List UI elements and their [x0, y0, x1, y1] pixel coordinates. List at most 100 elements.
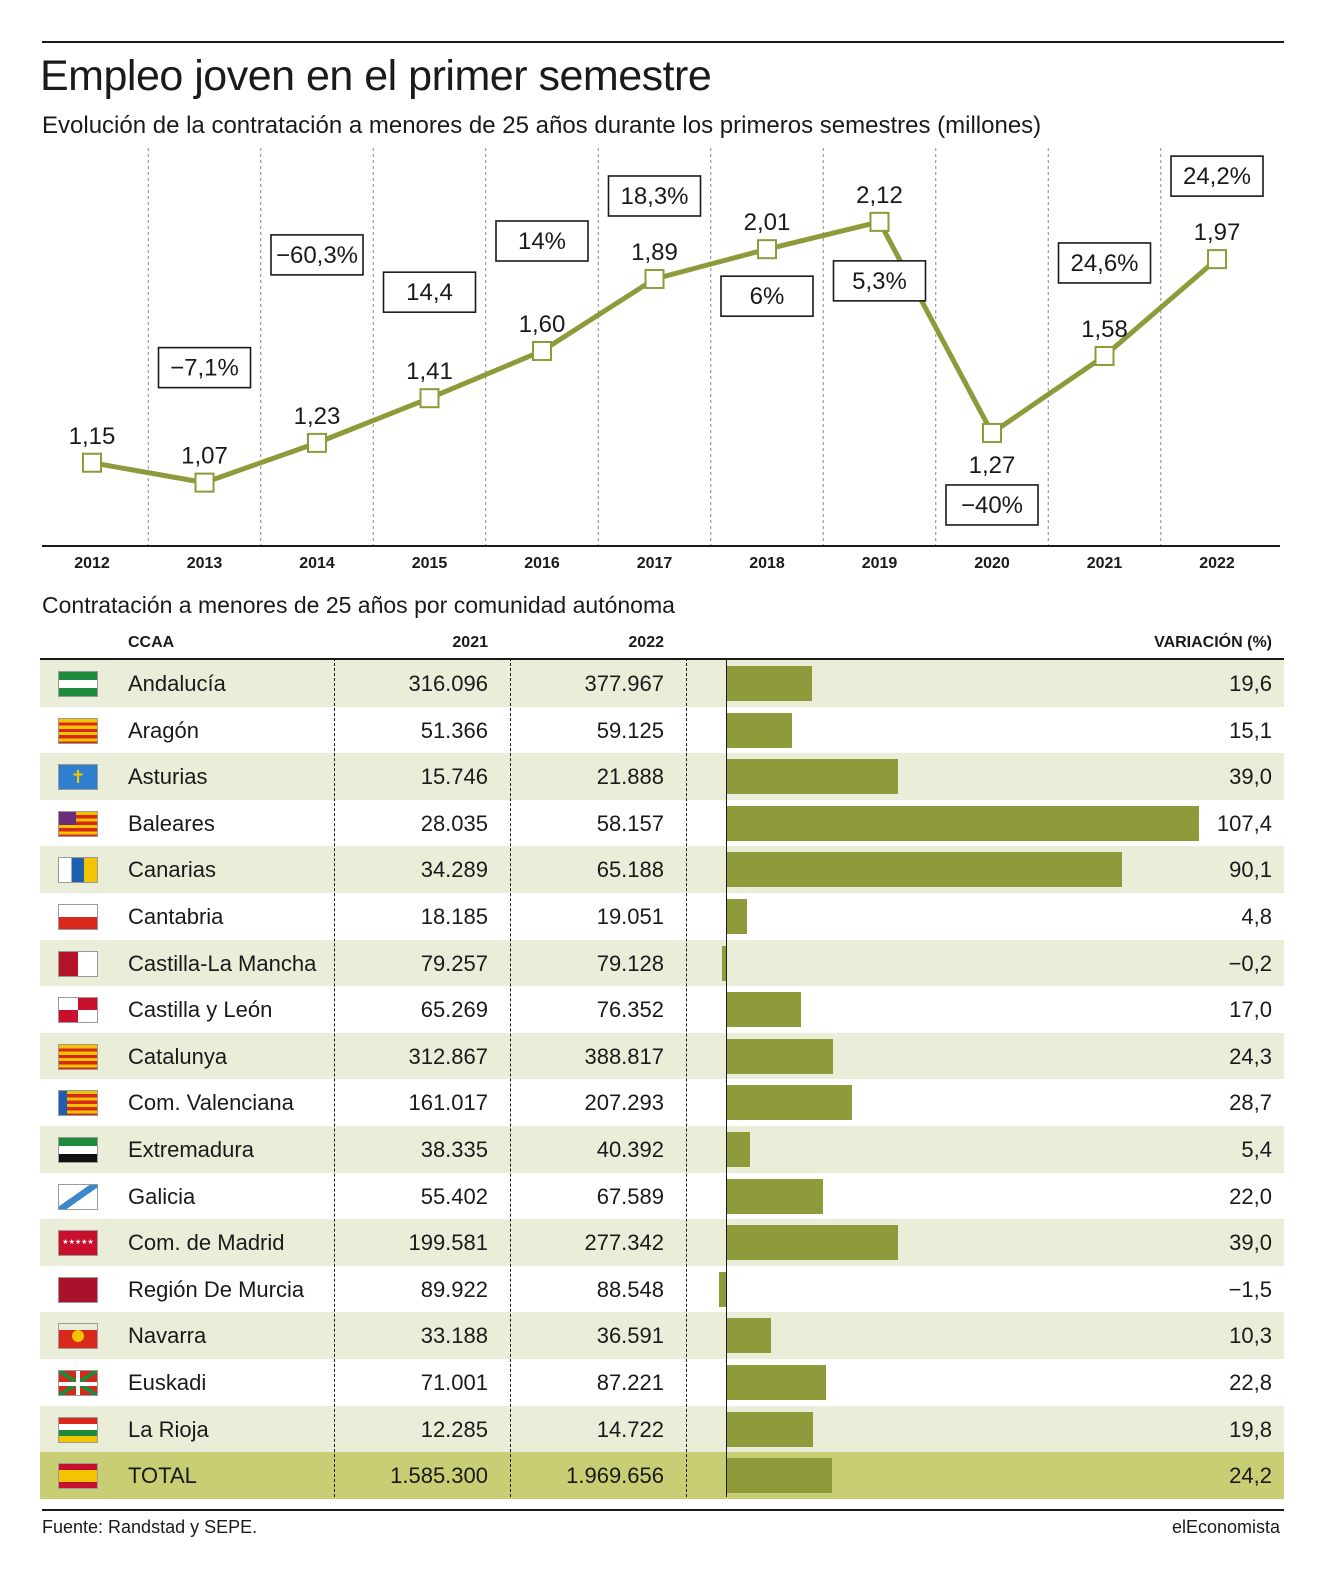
- variation-value: 15,1: [1229, 717, 1272, 743]
- castilla-la-mancha-flag: [58, 950, 98, 977]
- data-label: 1,07: [181, 443, 228, 470]
- value-2021: 51.366: [420, 717, 488, 743]
- change-label: 14,4: [406, 279, 453, 306]
- region-name: Com. de Madrid: [128, 1230, 285, 1256]
- change-label: 14%: [518, 228, 566, 255]
- value-2022: 36.591: [596, 1323, 664, 1349]
- data-label: 1,41: [406, 358, 453, 385]
- region-name: Baleares: [128, 810, 215, 836]
- table-header: CCAA 2021 2022 VARIACIÓN (%): [40, 630, 1284, 660]
- data-point: [532, 341, 552, 361]
- bar-zero-axis: [726, 658, 727, 1497]
- variation-value: 4,8: [1241, 903, 1272, 929]
- value-2022: 59.125: [596, 717, 664, 743]
- value-2022: 88.548: [596, 1276, 664, 1302]
- value-2022: 207.293: [584, 1090, 664, 1116]
- value-2022: 388.817: [584, 1043, 664, 1069]
- column-divider: [686, 658, 687, 1497]
- table-row: Cantabria 18.185 19.051 4,8: [40, 893, 1284, 940]
- catalunya-flag: [58, 1043, 98, 1070]
- variation-value: 24,2: [1229, 1463, 1272, 1489]
- table-row: Aragón 51.366 59.125 15,1: [40, 707, 1284, 754]
- table-row: Galicia 55.402 67.589 22,0: [40, 1173, 1284, 1220]
- table-row: Catalunya 312.867 388.817 24,3: [40, 1032, 1284, 1080]
- variation-value: 19,8: [1229, 1416, 1272, 1442]
- data-label: 1,15: [69, 423, 116, 450]
- data-point: [869, 211, 890, 232]
- x-tick-label: 2022: [1199, 555, 1235, 572]
- value-2022: 1.969.656: [566, 1463, 664, 1489]
- variation-bar: [726, 1458, 833, 1494]
- region-name: Castilla-La Mancha: [128, 950, 317, 976]
- change-label: 24,2%: [1183, 163, 1251, 190]
- table-row: Castilla-La Mancha 79.257 79.128 −0,2: [40, 939, 1284, 987]
- value-2021: 71.001: [420, 1369, 488, 1395]
- madrid-flag: ★★★★★: [58, 1230, 98, 1257]
- variation-bar: [719, 1271, 726, 1307]
- value-2021: 161.017: [408, 1090, 488, 1116]
- column-divider: [510, 658, 511, 1497]
- extremadura-flag: [58, 1136, 98, 1163]
- header-2021: 2021: [452, 634, 488, 651]
- value-2021: 55.402: [420, 1183, 488, 1209]
- x-tick-label: 2020: [974, 555, 1010, 572]
- value-2021: 79.257: [420, 950, 488, 976]
- table-body: Andalucía 316.096 377.967 19,6 Aragón 51.366 5…: [40, 660, 1284, 1499]
- value-2022: 277.342: [584, 1230, 664, 1256]
- variation-bar: [726, 712, 793, 748]
- change-label: −60,3%: [276, 242, 358, 269]
- valenciana-flag: [58, 1090, 98, 1117]
- murcia-flag: [58, 1276, 98, 1303]
- header-variation: VARIACIÓN (%): [1154, 634, 1272, 651]
- table-row: ✝ Asturias 15.746 21.888 39,0: [40, 753, 1284, 800]
- la-rioja-flag: [58, 1416, 98, 1443]
- chart-subtitle: Evolución de la contratación a menores d…: [42, 112, 1042, 139]
- region-name: Com. Valenciana: [128, 1090, 294, 1116]
- value-2021: 12.285: [420, 1416, 488, 1442]
- variation-bar: [726, 1225, 898, 1261]
- table-row: La Rioja 12.285 14.722 19,8: [40, 1405, 1284, 1453]
- change-box: [270, 234, 364, 276]
- value-2021: 89.922: [420, 1276, 488, 1302]
- variation-bar: [726, 1178, 823, 1214]
- data-point: [307, 432, 327, 453]
- region-name: Catalunya: [128, 1043, 228, 1069]
- variation-bar: [726, 1085, 853, 1121]
- variation-value: −1,5: [1228, 1276, 1272, 1302]
- change-box: [607, 175, 702, 217]
- variation-bar: [726, 1364, 827, 1400]
- change-label: 5,3%: [852, 268, 907, 295]
- value-2021: 65.269: [420, 997, 488, 1023]
- x-tick-label: 2012: [74, 555, 110, 572]
- region-name: TOTAL: [128, 1463, 197, 1489]
- variation-value: 107,4: [1216, 810, 1272, 836]
- region-name: Navarra: [128, 1323, 207, 1349]
- source-note: Fuente: Randstad y SEPE.: [42, 1517, 258, 1537]
- region-name: Asturias: [128, 764, 208, 790]
- value-2022: 58.157: [596, 810, 664, 836]
- variation-bar: [726, 1131, 750, 1167]
- data-label: 2,01: [744, 209, 791, 236]
- change-box: [720, 275, 814, 317]
- bottom-rule: [42, 1509, 1284, 1511]
- table-row: Castilla y León 65.269 76.352 17,0: [40, 986, 1284, 1033]
- change-label: 18,3%: [620, 183, 688, 210]
- castilla-y-leon-flag: [58, 997, 98, 1024]
- data-point: [419, 388, 440, 409]
- variation-bar: [722, 945, 726, 981]
- variation-value: 22,0: [1229, 1183, 1272, 1209]
- aragon-flag: [58, 717, 98, 744]
- canarias-flag: [58, 857, 98, 884]
- variation-value: −0,2: [1228, 950, 1272, 976]
- variation-value: 39,0: [1229, 764, 1272, 790]
- region-name: La Rioja: [128, 1416, 209, 1442]
- table-row: Canarias 34.289 65.188 90,1: [40, 846, 1284, 893]
- variation-value: 19,6: [1229, 671, 1272, 696]
- x-tick-label: 2015: [412, 555, 448, 572]
- region-name: Galicia: [128, 1183, 196, 1209]
- data-point: [82, 452, 102, 473]
- data-point: [1207, 249, 1227, 270]
- data-point: [194, 472, 215, 493]
- change-label: 24,6%: [1070, 250, 1138, 277]
- value-2021: 1.585.300: [390, 1463, 488, 1489]
